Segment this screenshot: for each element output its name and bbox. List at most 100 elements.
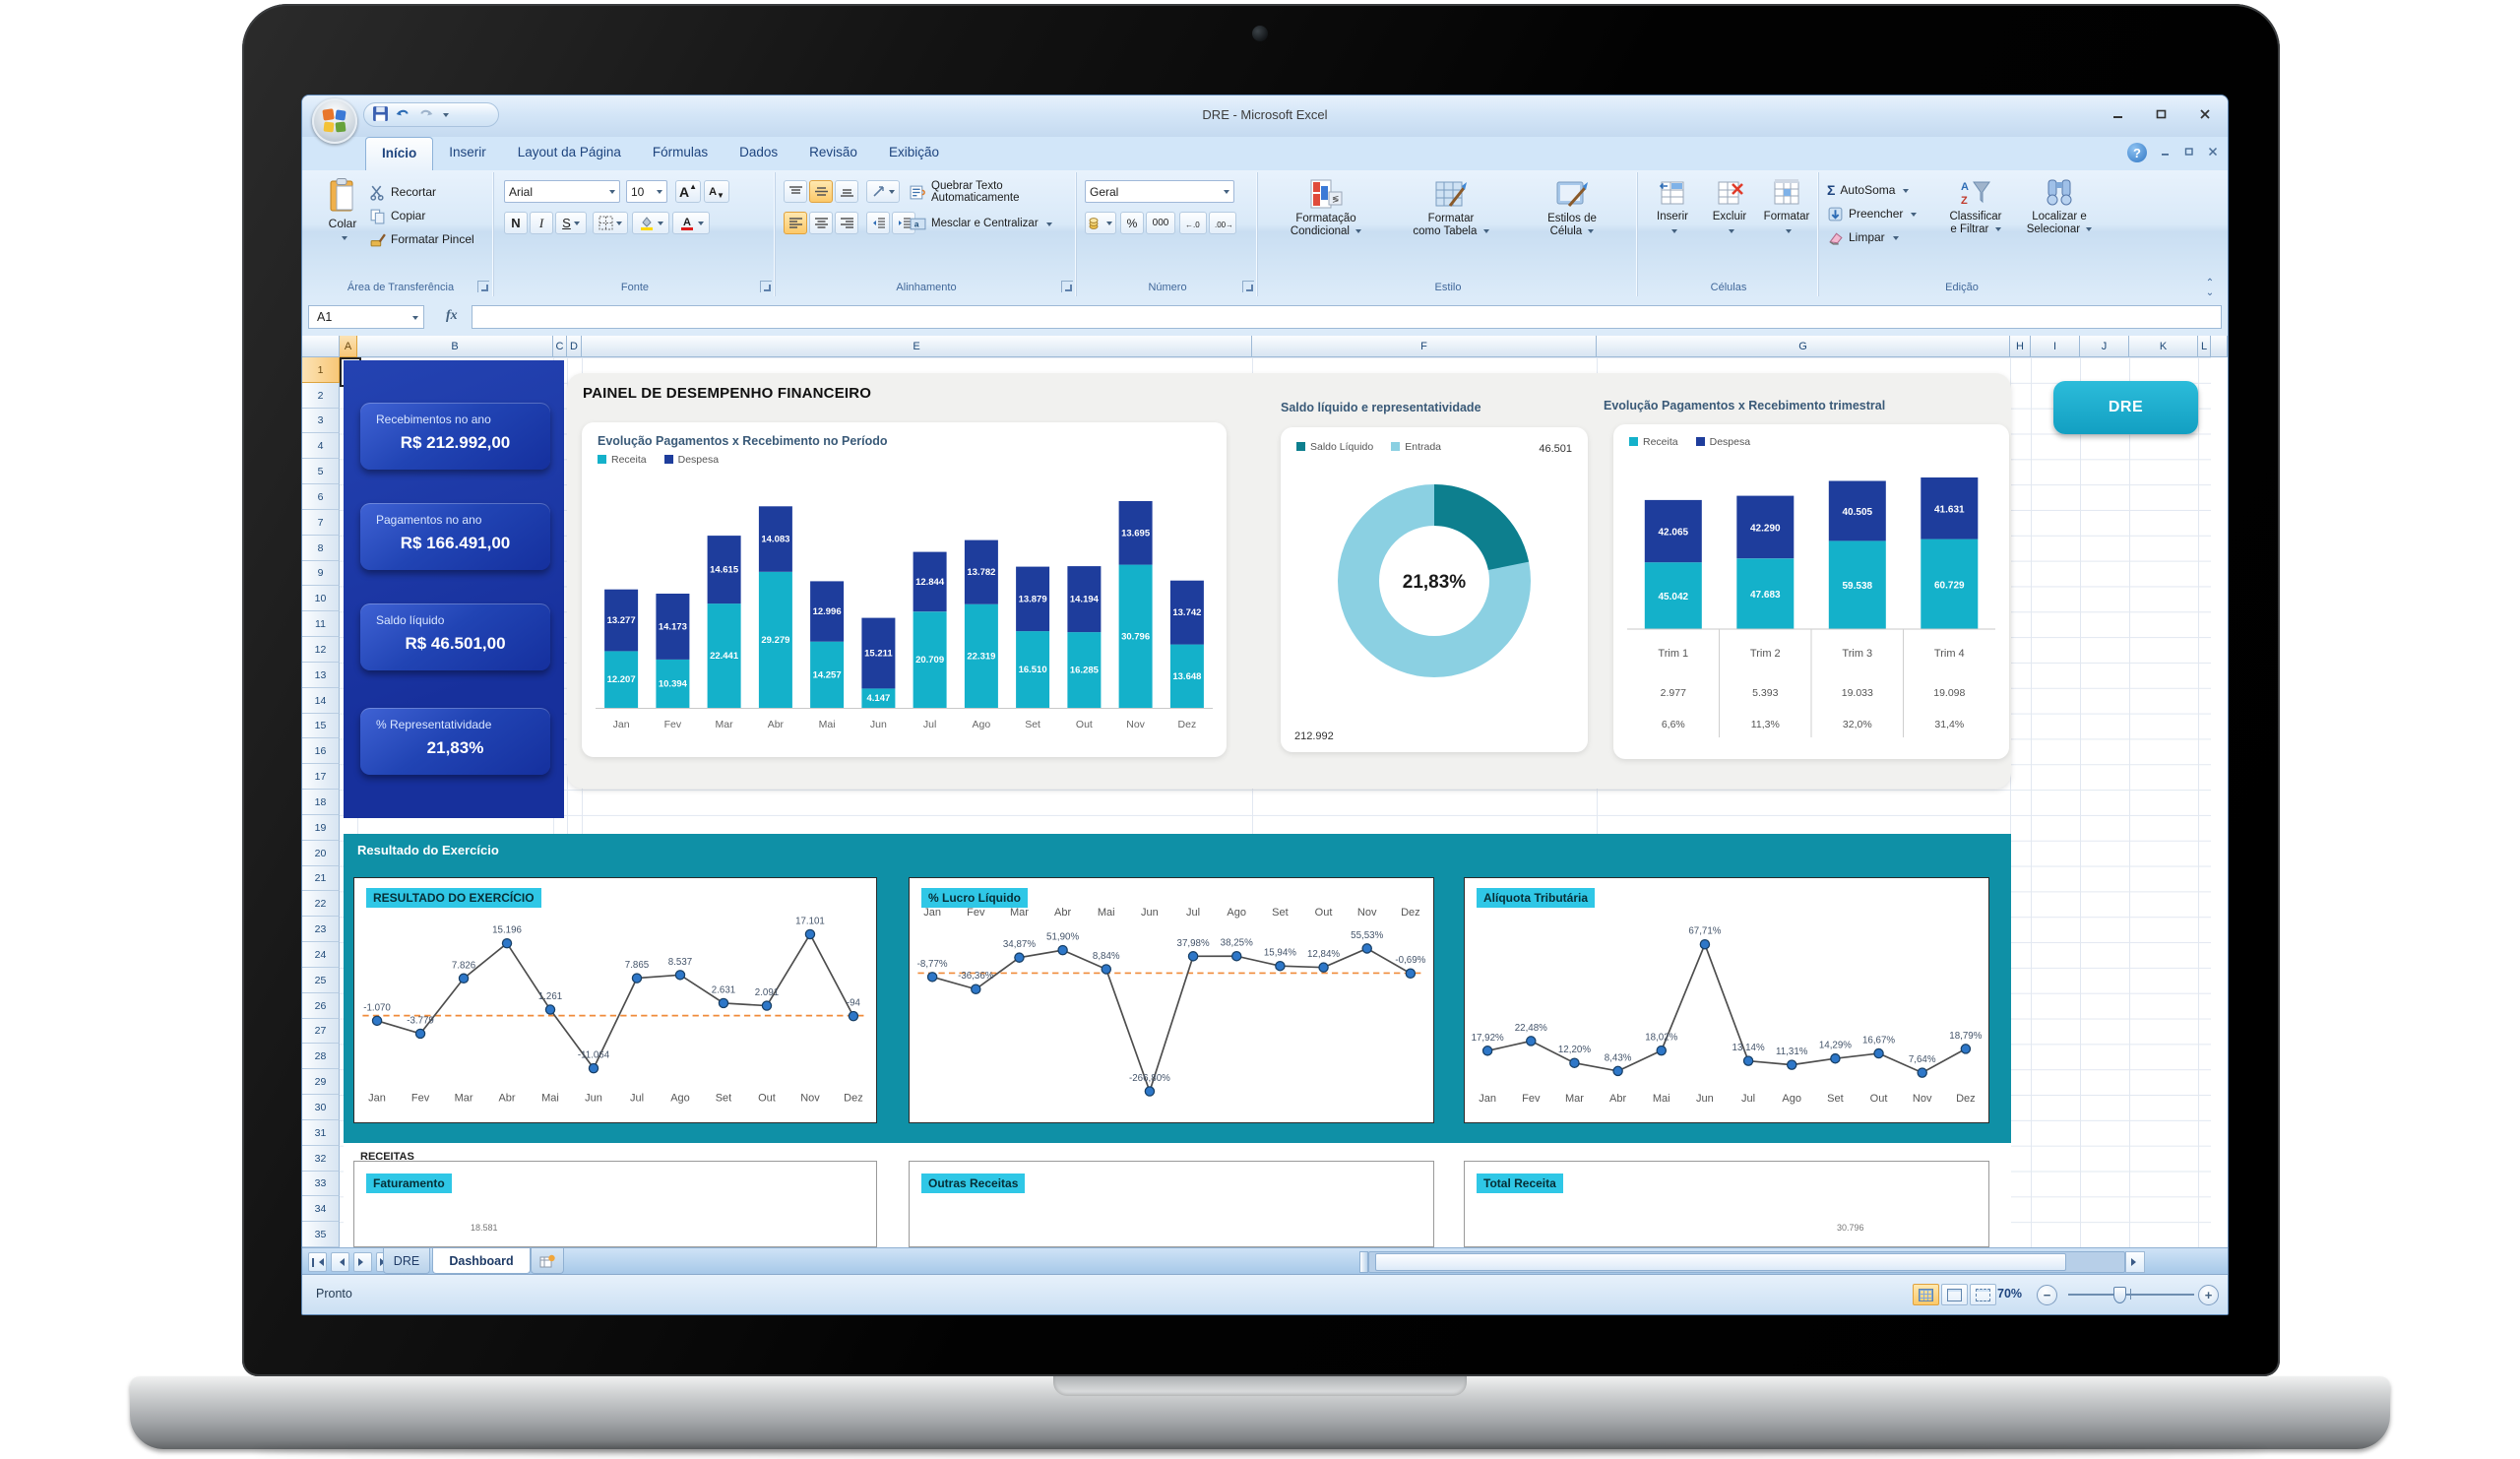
percent-style-button[interactable]: % [1120,212,1144,234]
grow-font-button[interactable]: A ▲ [675,180,701,203]
tab-fórmulas[interactable]: Fórmulas [652,145,709,159]
bold-button[interactable]: N [504,212,528,234]
fx-icon[interactable]: fx [446,308,458,323]
redo-icon[interactable] [417,105,434,125]
row-header-13[interactable]: 13 [302,663,340,688]
tab-layout-da-página[interactable]: Layout da Página [517,145,621,159]
row-header-26[interactable]: 26 [302,993,340,1019]
select-all-corner[interactable] [302,336,340,357]
autosum-button[interactable]: Σ AutoSoma [1827,178,1917,202]
tab-exibição[interactable]: Exibição [888,145,939,159]
close-button[interactable] [2192,104,2218,124]
italic-button[interactable]: I [530,212,553,234]
delete-cells-button[interactable]: Excluir [1703,178,1756,237]
cell-styles-button[interactable]: Estilos de Célula [1514,178,1630,238]
fill-color-button[interactable] [632,212,669,234]
decrease-indent-button[interactable] [866,212,890,234]
tab-início[interactable]: Início [365,137,434,170]
row-header-8[interactable]: 8 [302,536,340,561]
dre-nav-button[interactable]: DRE [2053,381,2198,434]
zoom-out-button[interactable]: − [2037,1285,2057,1305]
minimize-ribbon-icon[interactable]: ⌃ ⌄ [2205,278,2215,298]
col-header-J[interactable]: J [2080,336,2129,357]
row-header-32[interactable]: 32 [302,1146,340,1172]
format-cells-button[interactable]: Formatar [1760,178,1813,237]
row-header-5[interactable]: 5 [302,459,340,484]
tab-inserir[interactable]: Inserir [449,145,486,159]
row-header-17[interactable]: 17 [302,764,340,790]
row-header-12[interactable]: 12 [302,637,340,663]
help-icon[interactable]: ? [2127,143,2147,162]
zoom-in-button[interactable]: + [2198,1285,2219,1305]
tab-revisão[interactable]: Revisão [809,145,857,159]
workbook-close-icon[interactable] [2208,147,2218,159]
tab-scroll-splitter[interactable] [1359,1251,1368,1273]
align-middle-button[interactable] [809,180,833,203]
increase-indent-button[interactable] [892,212,915,234]
name-box[interactable]: A1 [308,305,424,329]
row-header-10[interactable]: 10 [302,586,340,611]
row-header-1[interactable]: 1 [302,357,340,383]
row-header-25[interactable]: 25 [302,968,340,993]
tab-dados[interactable]: Dados [739,145,779,159]
font-family-select[interactable]: Arial [504,180,620,203]
row-header-29[interactable]: 29 [302,1069,340,1095]
col-header-G[interactable]: G [1597,336,2010,357]
insert-worksheet-tab[interactable] [531,1248,564,1274]
row-header-33[interactable]: 33 [302,1172,340,1196]
row-header-35[interactable]: 35 [302,1222,340,1247]
font-size-select[interactable]: 10 [626,180,667,203]
sheet-tab-dashboard[interactable]: Dashboard [432,1248,531,1274]
orientation-button[interactable] [866,180,900,203]
align-left-button[interactable] [784,212,807,234]
first-sheet-button[interactable] [308,1252,327,1272]
col-header-F[interactable]: F [1252,336,1597,357]
row-header-28[interactable]: 28 [302,1044,340,1069]
underline-button[interactable]: S [555,212,587,234]
col-header-B[interactable]: B [357,336,553,357]
row-header-4[interactable]: 4 [302,433,340,459]
page-layout-view-button[interactable] [1941,1284,1968,1305]
row-header-11[interactable]: 11 [302,611,340,637]
row-header-30[interactable]: 30 [302,1095,340,1120]
row-header-6[interactable]: 6 [302,484,340,510]
align-right-button[interactable] [835,212,858,234]
col-header-L[interactable]: L [2198,336,2211,357]
currency-button[interactable] [1085,212,1116,234]
row-header-34[interactable]: 34 [302,1196,340,1222]
page-break-view-button[interactable] [1970,1284,1996,1305]
copy-button[interactable]: Copiar [369,204,474,227]
merge-center-button[interactable]: a Mesclar e Centralizar [910,212,1052,235]
col-header-K[interactable]: K [2129,336,2198,357]
borders-button[interactable] [593,212,628,234]
fill-button[interactable]: Preencher [1827,202,1918,225]
find-select-button[interactable]: Localizar e Selecionar [2018,178,2101,236]
row-header-14[interactable]: 14 [302,688,340,714]
qat-dropdown-icon[interactable] [443,113,449,120]
conditional-formatting-button[interactable]: ≶ Formatação Condicional [1268,178,1384,238]
row-header-20[interactable]: 20 [302,841,340,866]
horizontal-scrollbar[interactable] [1368,1251,2125,1273]
row-header-24[interactable]: 24 [302,942,340,968]
row-header-21[interactable]: 21 [302,866,340,891]
col-header-D[interactable]: D [567,336,582,357]
col-header-C[interactable]: C [553,336,567,357]
office-button[interactable] [312,98,357,144]
row-header-18[interactable]: 18 [302,790,340,815]
row-header-16[interactable]: 16 [302,738,340,764]
alignment-dialog-launcher[interactable] [1061,281,1073,292]
col-header-E[interactable]: E [582,336,1252,357]
row-header-31[interactable]: 31 [302,1120,340,1146]
comma-style-button[interactable]: 000 [1146,212,1175,234]
shrink-font-button[interactable]: A ▼ [704,180,729,203]
row-header-23[interactable]: 23 [302,917,340,942]
save-icon[interactable] [372,105,389,125]
wrap-text-button[interactable]: Quebrar Texto Automaticamente [910,180,1077,204]
workbook-minimize-icon[interactable] [2161,147,2171,159]
undo-icon[interactable] [395,105,411,125]
zoom-slider-handle[interactable] [2113,1287,2126,1303]
clipboard-dialog-launcher[interactable] [477,281,489,292]
decrease-decimal-button[interactable]: .00→ [1209,212,1236,234]
col-header-H[interactable]: H [2010,336,2031,357]
